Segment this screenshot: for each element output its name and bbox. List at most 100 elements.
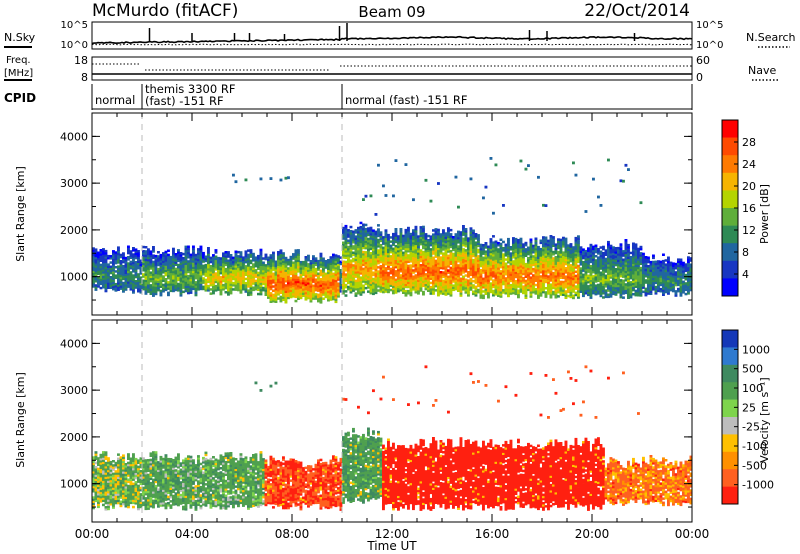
heatmap-cell: [457, 253, 460, 257]
heatmap-cell: [349, 248, 353, 252]
heatmap-cell: [519, 284, 523, 287]
heatmap-cell: [589, 254, 593, 257]
heatmap-cell: [239, 270, 243, 273]
heatmap-cell: [242, 271, 245, 274]
heatmap-cell: [299, 275, 303, 279]
heatmap-cell: [312, 255, 315, 258]
heatmap-cell: [524, 269, 528, 272]
heatmap-cell: [444, 259, 448, 263]
heatmap-cell: [469, 284, 473, 287]
heatmap-cell: [322, 289, 325, 292]
heatmap-cell: [507, 237, 510, 241]
heatmap-cell: [507, 292, 510, 296]
heatmap-cell: [587, 257, 590, 261]
heatmap-cell: [352, 236, 355, 240]
heatmap-cell: [494, 276, 498, 279]
heatmap-cell: [564, 279, 568, 283]
heatmap-cell: [622, 264, 625, 268]
heatmap-cell: [147, 250, 150, 253]
heatmap-cell: [509, 265, 513, 268]
heatmap-cell: [177, 251, 180, 254]
heatmap-cell: [514, 269, 518, 272]
heatmap-cell: [449, 287, 453, 291]
heatmap-cell: [284, 286, 288, 289]
heatmap-cell: [129, 267, 133, 270]
heatmap-cell: [234, 269, 238, 272]
heatmap-cell: [612, 286, 615, 289]
heatmap-cell: [517, 285, 520, 288]
heatmap-cell: [172, 287, 175, 291]
heatmap-cell: [97, 272, 100, 275]
heatmap-cell: [299, 294, 303, 298]
heatmap-cell: [444, 284, 448, 288]
heatmap-cell: [404, 237, 408, 240]
heatmap-cell: [597, 287, 600, 291]
heatmap-cell: [287, 281, 290, 285]
heatmap-cell: [434, 251, 438, 254]
heatmap-cell: [582, 261, 585, 264]
heatmap-cell: [249, 280, 253, 284]
heatmap-cell: [327, 296, 330, 300]
heatmap-cell: [207, 253, 210, 256]
heatmap-cell: [417, 290, 420, 293]
heatmap-cell: [104, 266, 108, 270]
heatmap-cell: [544, 257, 548, 260]
heatmap-cell: [604, 274, 608, 277]
heatmap-cell: [189, 262, 193, 265]
heatmap-cell: [247, 255, 250, 259]
heatmap-cell: [342, 281, 345, 284]
heatmap-cell: [197, 275, 200, 278]
heatmap-cell: [222, 283, 225, 287]
heatmap-cell: [124, 271, 128, 274]
heatmap-cell: [369, 256, 373, 259]
heatmap-cell: [467, 283, 470, 287]
heatmap-cell: [484, 292, 488, 295]
heatmap-cell: [227, 276, 230, 279]
heatmap-cell: [387, 273, 390, 277]
heatmap-cell: [514, 288, 518, 291]
heatmap-cell: [374, 234, 378, 238]
heatmap-cell: [354, 264, 358, 268]
heatmap-cell: [149, 288, 153, 291]
heatmap-cell: [374, 264, 378, 267]
heatmap-cell: [224, 257, 228, 260]
heatmap-cell: [567, 278, 570, 281]
heatmap-cell: [577, 237, 580, 240]
heatmap-cell: [472, 267, 475, 270]
heatmap-cell: [527, 252, 530, 256]
heatmap-cell: [179, 281, 183, 284]
heatmap-cell: [174, 267, 178, 271]
heatmap-cell: [542, 276, 545, 279]
heatmap-cell: [152, 267, 155, 270]
heatmap-cell: [229, 258, 233, 261]
heatmap-cell: [517, 255, 520, 259]
heatmap-cell: [304, 287, 308, 291]
heatmap-cell: [454, 254, 458, 257]
heatmap-cell: [404, 163, 408, 166]
heatmap-cell: [427, 274, 430, 278]
heatmap-cell: [459, 264, 463, 268]
heatmap-cell: [537, 288, 540, 291]
heatmap-cell: [557, 261, 560, 264]
heatmap-cell: [262, 261, 265, 264]
heatmap-cell: [379, 250, 383, 253]
heatmap-cell: [162, 260, 165, 263]
heatmap-cell: [362, 242, 365, 245]
heatmap-cell: [519, 281, 523, 285]
heatmap-cell: [322, 268, 325, 271]
heatmap-cell: [219, 276, 223, 279]
heatmap-cell: [304, 266, 308, 270]
heatmap-cell: [387, 259, 390, 262]
heatmap-cell: [334, 266, 338, 270]
heatmap-cell: [144, 281, 148, 285]
heatmap-cell: [359, 234, 363, 237]
heatmap-cell: [112, 252, 115, 255]
heatmap-cell: [294, 261, 298, 265]
heatmap-cell: [287, 275, 290, 279]
heatmap-cell: [427, 287, 430, 290]
heatmap-cell: [462, 227, 465, 230]
heatmap-cell: [429, 235, 433, 238]
heatmap-cell: [489, 273, 493, 277]
heatmap-cell: [472, 284, 475, 287]
heatmap-cell: [202, 254, 205, 257]
